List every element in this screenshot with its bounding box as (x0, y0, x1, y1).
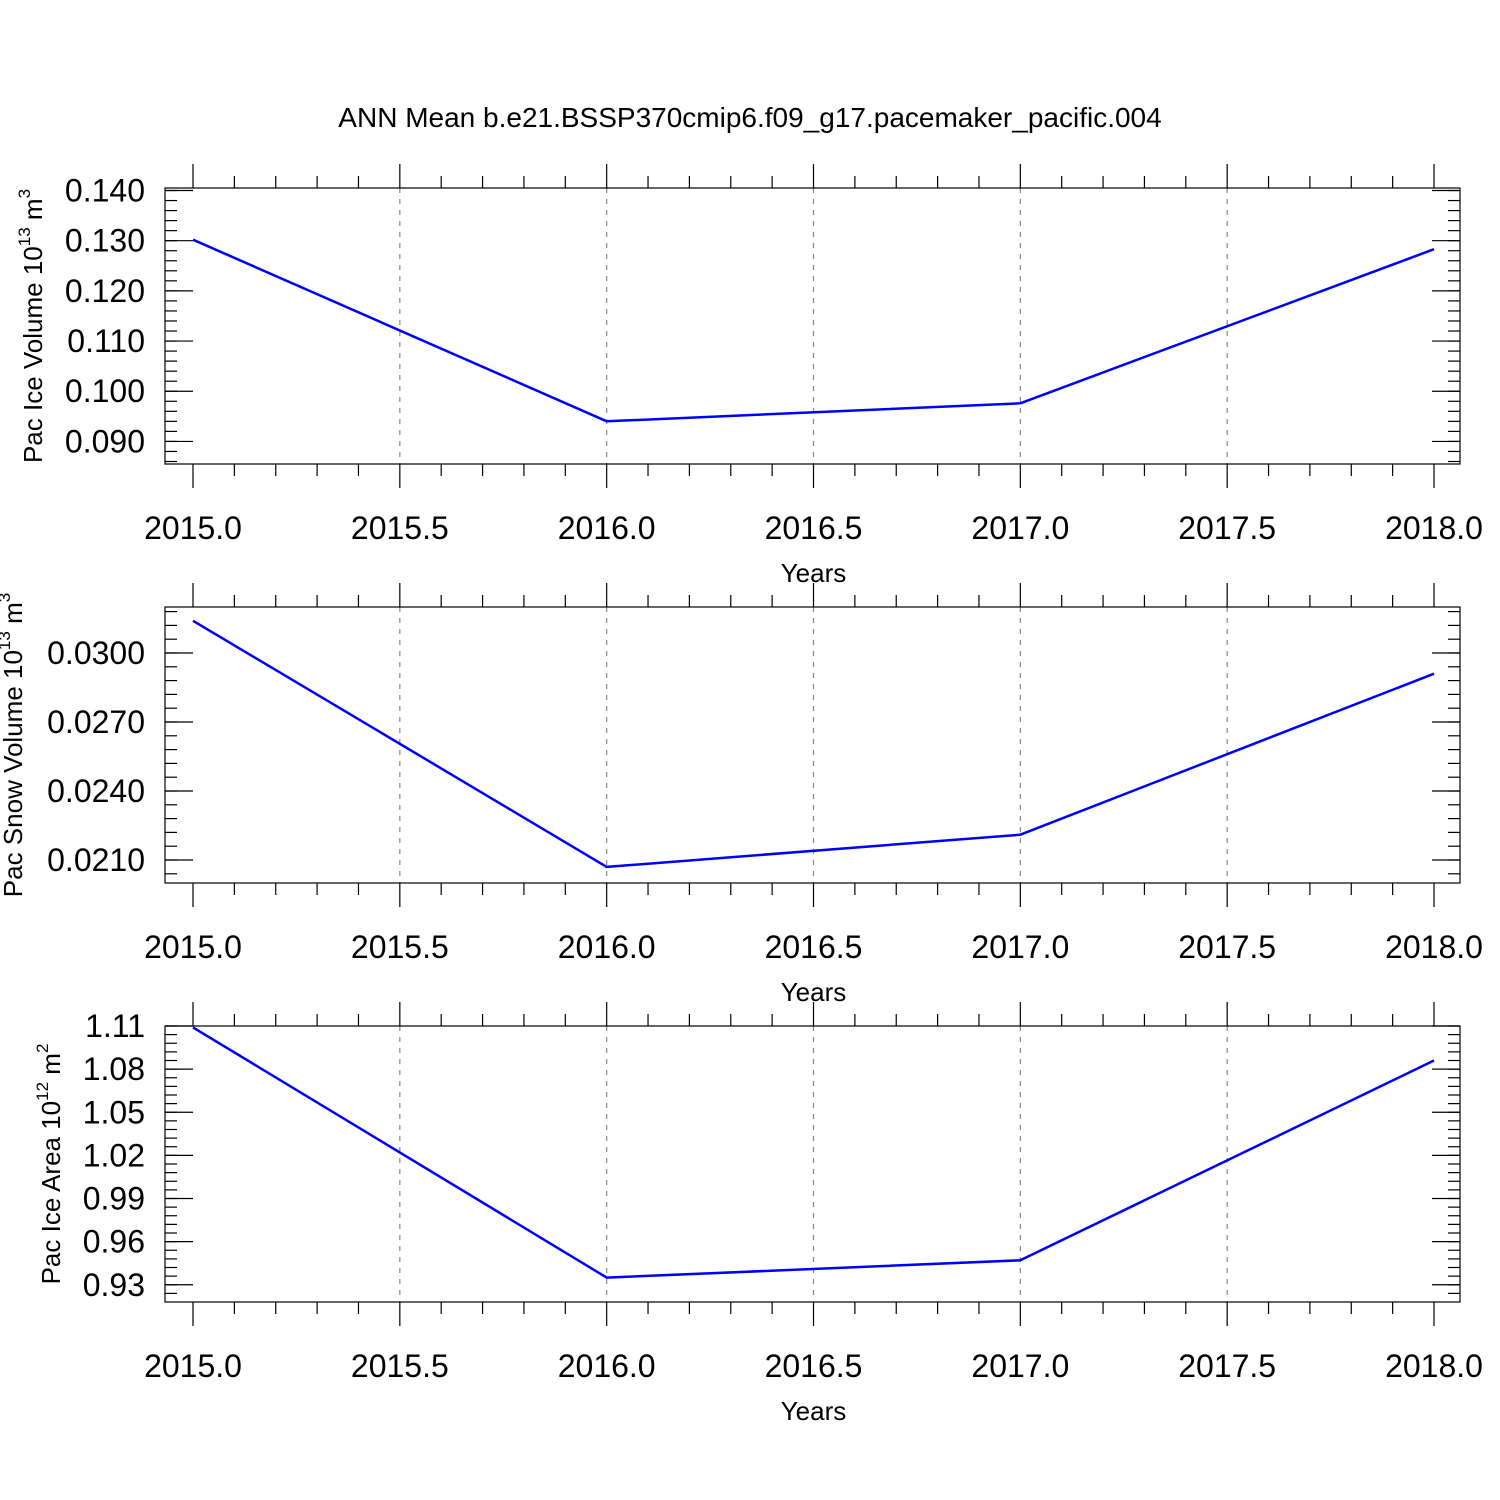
x-tick-label: 2015.5 (351, 929, 449, 965)
y-tick-label: 0.93 (83, 1267, 145, 1303)
x-tick-label: 2015.0 (144, 1348, 242, 1384)
y-tick-label: 0.100 (65, 373, 145, 409)
series-line (192, 238, 1435, 423)
y-tick-label: 0.140 (65, 173, 145, 209)
y-axis-label: Pac Ice Volume 1013 m3 (15, 189, 48, 463)
y-tick-label: 0.96 (83, 1224, 145, 1260)
x-tick-label: 2017.5 (1178, 510, 1276, 546)
x-tick-label: 2017.0 (971, 510, 1069, 546)
y-tick-label: 0.120 (65, 273, 145, 309)
y-axis-label: Pac Snow Volume 1013 m3 (0, 593, 28, 897)
x-tick-label: 2016.5 (765, 929, 863, 965)
x-tick-label: 2015.5 (351, 1348, 449, 1384)
x-tick-label: 2017.5 (1178, 1348, 1276, 1384)
x-tick-label: 2017.0 (971, 1348, 1069, 1384)
x-tick-label: 2018.0 (1385, 929, 1483, 965)
x-tick-label: 2018.0 (1385, 1348, 1483, 1384)
series-line (192, 619, 1435, 869)
y-tick-label: 0.130 (65, 223, 145, 259)
x-tick-label: 2016.5 (765, 510, 863, 546)
y-tick-label: 0.090 (65, 423, 145, 459)
panels: 0.090 0.100 0.110 0.120 0.130 0.140 2015.0 2015… (0, 164, 1483, 1426)
x-tick-label: 2015.0 (144, 510, 242, 546)
x-axis-label: Years (781, 1396, 847, 1426)
x-tick-label: 2018.0 (1385, 510, 1483, 546)
y-tick-label: 1.11 (85, 1008, 145, 1044)
panel-3: 0.93 0.96 0.99 1.02 1.05 1.08 1.11 2015.0 2015.5… (33, 1002, 1483, 1426)
x-tick-label: 2016.0 (558, 929, 656, 965)
y-axis-label: Pac Ice Area 1012 m2 (33, 1044, 66, 1285)
y-tick-label: 0.0300 (47, 635, 145, 671)
x-tick-label: 2015.5 (351, 510, 449, 546)
y-tick-label: 1.08 (83, 1051, 145, 1087)
plot-frame (164, 606, 1461, 884)
plot-frame (164, 187, 1461, 465)
series-line (192, 1026, 1435, 1279)
y-tick-label: 1.05 (83, 1094, 145, 1130)
x-tick-label: 2017.5 (1178, 929, 1276, 965)
y-tick-label: 0.0240 (47, 773, 145, 809)
x-tick-label: 2015.0 (144, 929, 242, 965)
x-tick-label: 2016.5 (765, 1348, 863, 1384)
chart-title: ANN Mean b.e21.BSSP370cmip6.f09_g17.pace… (338, 102, 1161, 133)
y-tick-label: 0.0270 (47, 704, 145, 740)
x-tick-label: 2017.0 (971, 929, 1069, 965)
y-tick-label: 0.0210 (47, 842, 145, 878)
y-tick-label: 0.99 (83, 1181, 145, 1217)
panel-2: 0.0210 0.0240 0.0270 0.0300 2015.0 2015.5 2016… (0, 583, 1483, 1007)
y-tick-label: 1.02 (83, 1137, 145, 1173)
x-tick-label: 2016.0 (558, 1348, 656, 1384)
plot-frame (164, 1025, 1461, 1303)
panel-1: 0.090 0.100 0.110 0.120 0.130 0.140 2015.0 2015… (15, 164, 1483, 588)
y-tick-label: 0.110 (67, 323, 145, 359)
x-tick-label: 2016.0 (558, 510, 656, 546)
